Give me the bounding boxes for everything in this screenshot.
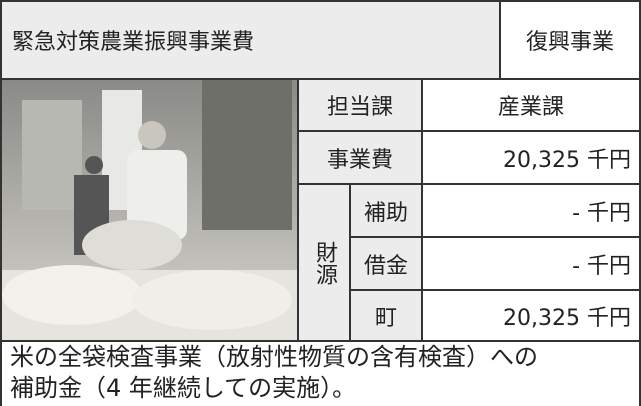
value-cell: 産業課	[421, 78, 641, 132]
funding-source: 町	[375, 300, 397, 332]
department-label: 担当課	[327, 89, 393, 121]
label-cell: 借金	[349, 236, 423, 291]
description: 米の全袋検査事業（放射性物質の含有検査）への 補助金（4 年継続しての実施）。	[0, 340, 641, 406]
photo-illustration	[2, 80, 297, 340]
label-cell: 担当課	[297, 78, 423, 132]
title: 緊急対策農業振興事業費	[12, 24, 254, 56]
photo	[0, 78, 299, 342]
description-line: 米の全袋検査事業（放射性物質の含有検査）への	[10, 342, 631, 373]
cost: 20,325 千円	[503, 142, 631, 174]
page: 緊急対策農業振興事業費 復興事業 担当課 産業課 事業費 20,325 千円 財…	[0, 0, 641, 405]
value-cell: 20,325 千円	[421, 130, 641, 185]
label-cell: 町	[349, 289, 423, 342]
funding-amount: - 千円	[572, 195, 631, 227]
funding-amount: 20,325 千円	[503, 300, 631, 332]
funding-source: 補助	[364, 195, 408, 227]
value-cell: - 千円	[421, 183, 641, 238]
department: 産業課	[498, 89, 564, 121]
label-cell: 補助	[349, 183, 423, 238]
cost-label: 事業費	[327, 142, 393, 174]
category: 復興事業	[526, 24, 614, 56]
title-cell: 緊急対策農業振興事業費	[0, 0, 501, 80]
funding-label: 財源	[312, 241, 336, 285]
description-line: 補助金（4 年継続しての実施）。	[10, 373, 631, 404]
value-cell: 20,325 千円	[421, 289, 641, 342]
funding-source: 借金	[364, 248, 408, 280]
label-cell: 財源	[297, 183, 351, 342]
value-cell: - 千円	[421, 236, 641, 291]
category-cell: 復興事業	[499, 0, 641, 80]
label-cell: 事業費	[297, 130, 423, 185]
funding-amount: - 千円	[572, 248, 631, 280]
